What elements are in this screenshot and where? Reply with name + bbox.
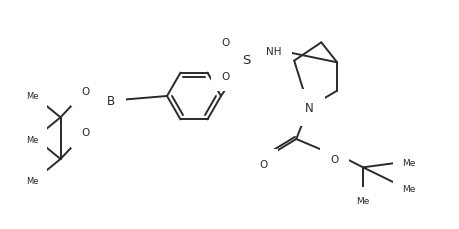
- Text: O: O: [221, 72, 230, 82]
- Text: O: O: [330, 154, 339, 164]
- Text: B: B: [106, 95, 115, 108]
- Text: N: N: [304, 101, 313, 114]
- Text: Me: Me: [26, 177, 39, 186]
- Text: O: O: [81, 128, 90, 138]
- Text: Me: Me: [26, 135, 39, 144]
- Text: O: O: [259, 160, 267, 170]
- Text: Me: Me: [26, 133, 39, 142]
- Text: O: O: [81, 86, 90, 96]
- Text: Me: Me: [26, 91, 39, 100]
- Text: Me: Me: [356, 196, 369, 205]
- Text: S: S: [242, 53, 250, 66]
- Text: Me: Me: [402, 158, 415, 167]
- Text: Me: Me: [402, 184, 415, 193]
- Text: NH: NH: [266, 47, 282, 57]
- Text: O: O: [221, 38, 230, 48]
